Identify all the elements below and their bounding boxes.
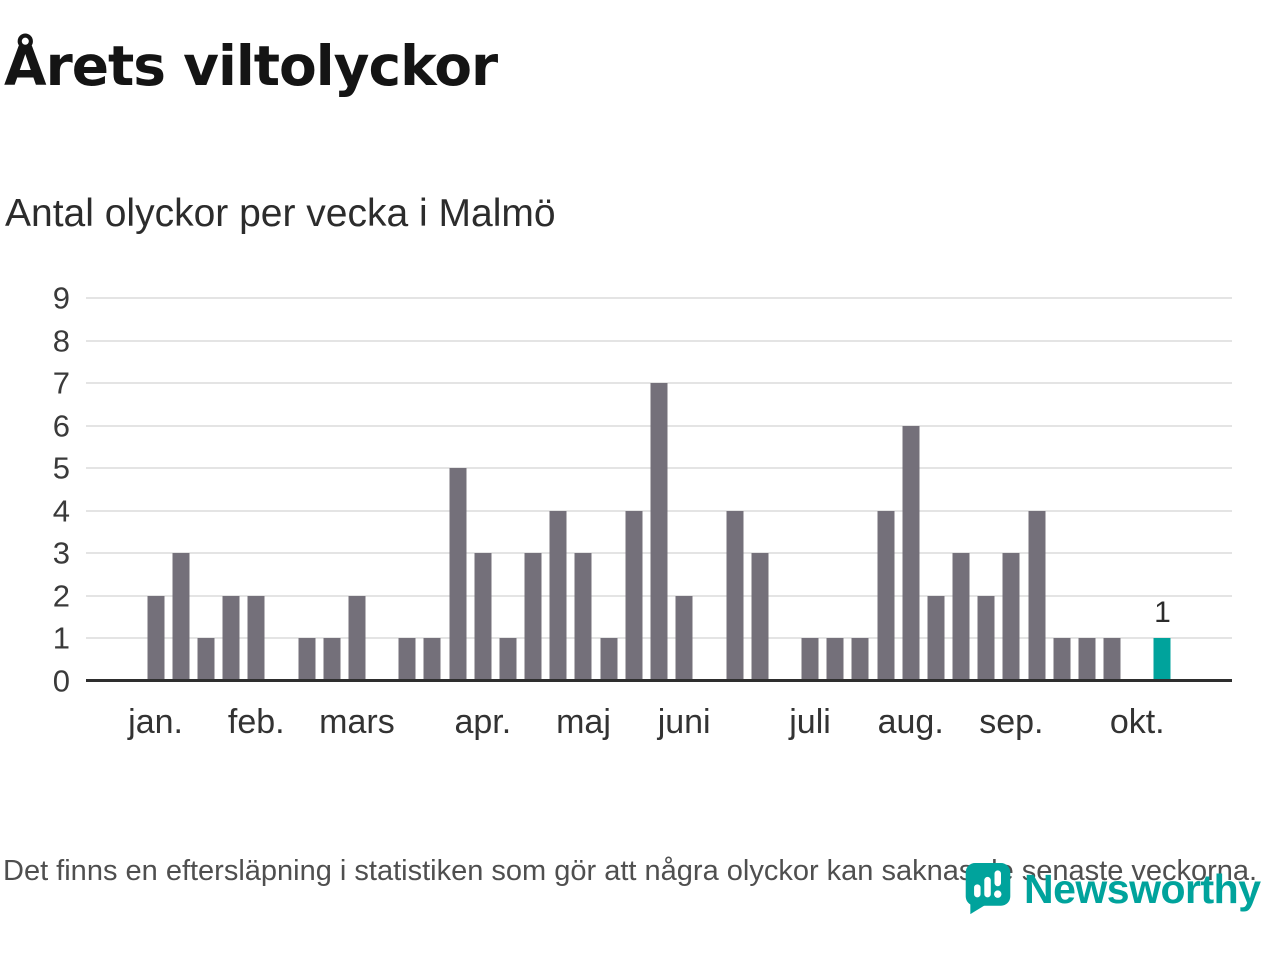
x-tick-label-apr: apr. — [454, 703, 512, 741]
bar-week-16 — [524, 553, 542, 681]
bar-week-5 — [247, 595, 265, 681]
bars-container: 1 — [143, 298, 1175, 681]
bar-week-25 — [751, 553, 769, 681]
bar-week-28 — [826, 638, 844, 681]
x-axis-labels: jan. feb. mars apr. maj juni juli aug. sep. okt. — [128, 681, 1175, 751]
bar-week-27 — [801, 638, 819, 681]
bar-week-18 — [574, 553, 592, 681]
bar-week-13 — [449, 468, 467, 681]
x-tick-label-juni: juni — [657, 703, 711, 741]
bar-week-34 — [977, 595, 995, 681]
y-axis-labels: 0 1 2 3 4 5 6 7 8 9 — [0, 283, 70, 697]
x-tick-label-sep: sep. — [979, 703, 1044, 741]
bar-week-11 — [398, 638, 416, 681]
chart-subtitle: Antal olyckor per vecka i Malmö — [5, 192, 556, 235]
y-tick-label-0: 0 — [52, 663, 70, 699]
bar-week-36 — [1028, 510, 1046, 681]
gridline-8 — [86, 339, 1232, 342]
x-axis-line — [86, 679, 1232, 682]
bar-week-29 — [851, 638, 869, 681]
bar-week-1 — [147, 595, 165, 681]
bar-week-3 — [197, 638, 215, 681]
y-tick-label-5: 5 — [52, 450, 70, 486]
bar-week-21 — [650, 383, 668, 681]
newsworthy-logo: Newsworthy — [962, 860, 1261, 918]
bar-week-7 — [298, 638, 316, 681]
x-tick-label-maj: maj — [556, 703, 611, 741]
bar-week-38 — [1078, 638, 1096, 681]
y-tick-label-3: 3 — [52, 535, 70, 571]
bar-week-8 — [323, 638, 341, 681]
footnote: Det finns en eftersläpning i statistiken… — [3, 855, 1258, 887]
newsworthy-logo-text: Newsworthy — [1024, 865, 1261, 912]
bar-week-14 — [474, 553, 492, 681]
bar-highlight-week-41 — [1153, 638, 1171, 681]
bar-week-32 — [927, 595, 945, 681]
page-title: Årets viltolyckor — [4, 34, 498, 98]
bar-week-15 — [499, 638, 517, 681]
bar-week-33 — [952, 553, 970, 681]
newsworthy-logo-icon — [965, 863, 1011, 915]
y-tick-label-2: 2 — [52, 578, 70, 614]
bar-week-2 — [172, 553, 190, 681]
bar-week-24 — [726, 510, 743, 681]
bar-week-30 — [877, 510, 895, 681]
x-tick-label-aug: aug. — [877, 703, 944, 741]
bar-week-20 — [625, 510, 643, 681]
x-tick-label-jan: jan. — [128, 703, 183, 741]
bar-week-9 — [348, 595, 366, 681]
y-tick-label-4: 4 — [52, 493, 70, 529]
bar-week-12 — [423, 638, 441, 681]
bar-week-4 — [222, 595, 240, 681]
gridline-9 — [86, 297, 1232, 299]
y-tick-label-9: 9 — [52, 280, 70, 316]
bar-week-37 — [1053, 638, 1071, 681]
y-tick-label-8: 8 — [52, 323, 70, 359]
bar-week-31 — [902, 425, 920, 681]
bar-week-22 — [675, 595, 693, 681]
y-tick-label-7: 7 — [52, 365, 70, 401]
bar-chart: 0 1 2 3 4 5 6 7 8 9 1 jan. feb. mars apr. maj juni juli… — [0, 283, 1280, 741]
x-tick-label-feb: feb. — [227, 703, 285, 741]
x-tick-label-juli: juli — [789, 703, 831, 741]
x-tick-label-okt: okt. — [1109, 703, 1165, 741]
bar-week-17 — [549, 510, 567, 681]
bar-week-39 — [1103, 638, 1121, 681]
y-tick-label-6: 6 — [52, 408, 70, 444]
bar-week-19 — [600, 638, 618, 681]
bar-week-35 — [1002, 553, 1020, 681]
y-tick-label-1: 1 — [52, 620, 70, 656]
highlight-value-label: 1 — [1154, 596, 1171, 630]
x-tick-label-mars: mars — [319, 703, 395, 741]
